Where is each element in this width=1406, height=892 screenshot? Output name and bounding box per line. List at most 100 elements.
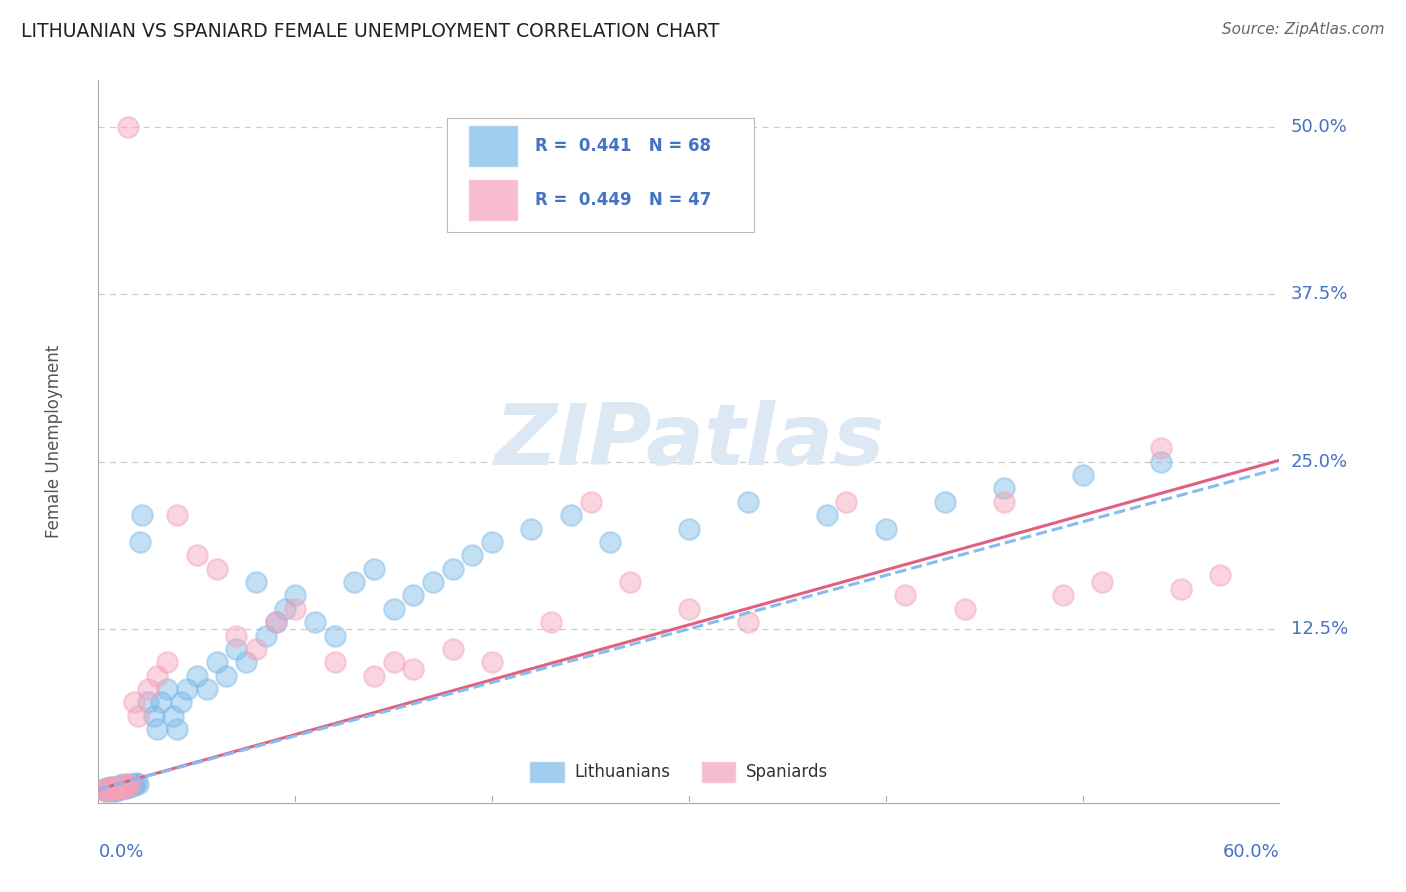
Point (1170, 582, 1192, 596)
Point (619, 575, 641, 590)
FancyBboxPatch shape (468, 125, 517, 167)
Point (105, 781, 128, 796)
Point (560, 508, 582, 523)
Point (402, 589, 425, 603)
Point (136, 681, 159, 696)
Point (96, 784, 118, 798)
Point (304, 615, 326, 630)
Text: Lithuanians: Lithuanians (575, 763, 671, 780)
Point (131, 508, 153, 523)
Point (274, 602, 297, 616)
Text: ZIPatlas: ZIPatlas (494, 400, 884, 483)
Point (122, 778, 145, 793)
Point (122, 696, 145, 710)
FancyBboxPatch shape (700, 761, 737, 782)
Point (737, 494, 759, 508)
Point (103, 782, 125, 797)
Point (678, 602, 700, 616)
Point (112, 778, 135, 793)
Point (205, 562, 228, 576)
Point (382, 655, 405, 669)
Point (115, 780, 138, 794)
Point (127, 708, 149, 723)
Point (108, 781, 131, 796)
Point (117, 120, 139, 135)
Point (934, 494, 956, 508)
Point (97, 781, 120, 796)
Point (264, 615, 287, 630)
Point (112, 780, 135, 794)
FancyBboxPatch shape (468, 179, 517, 221)
Point (146, 723, 169, 737)
Point (128, 535, 150, 549)
Point (205, 655, 228, 669)
Text: LITHUANIAN VS SPANIARD FEMALE UNEMPLOYMENT CORRELATION CHART: LITHUANIAN VS SPANIARD FEMALE UNEMPLOYME… (21, 22, 720, 41)
Point (176, 681, 198, 696)
Point (118, 778, 141, 793)
Point (127, 777, 149, 791)
Text: 25.0%: 25.0% (1291, 452, 1348, 471)
Text: 60.0%: 60.0% (1223, 843, 1279, 861)
Point (245, 642, 267, 657)
Point (1150, 455, 1173, 469)
Point (103, 780, 125, 794)
Point (186, 669, 208, 683)
Point (481, 655, 503, 669)
Point (195, 681, 218, 696)
Point (98, 780, 121, 794)
Point (235, 655, 257, 669)
Point (111, 782, 134, 797)
Text: 0.0%: 0.0% (98, 843, 143, 861)
Point (599, 535, 621, 549)
Point (875, 521, 897, 535)
Point (1209, 568, 1232, 582)
Point (170, 696, 193, 710)
Point (146, 669, 169, 683)
Point (481, 535, 503, 549)
Point (254, 628, 277, 642)
Point (93, 782, 115, 797)
Text: 37.5%: 37.5% (1291, 285, 1348, 303)
Point (112, 777, 135, 791)
Point (1150, 442, 1173, 455)
Point (107, 780, 129, 794)
Point (894, 589, 917, 603)
Point (166, 508, 188, 523)
Point (215, 669, 238, 683)
Point (101, 784, 124, 798)
Point (105, 784, 128, 798)
Point (156, 681, 179, 696)
Point (520, 521, 543, 535)
Point (107, 782, 129, 797)
Point (953, 602, 976, 616)
Point (1052, 589, 1074, 603)
FancyBboxPatch shape (447, 118, 754, 232)
Point (111, 781, 134, 796)
Point (1071, 467, 1094, 482)
Point (103, 782, 125, 797)
Text: 50.0%: 50.0% (1291, 118, 1347, 136)
Point (96, 784, 118, 798)
Point (363, 562, 385, 576)
Point (284, 602, 307, 616)
Point (323, 655, 346, 669)
Point (402, 662, 425, 676)
Point (97, 781, 120, 796)
Point (108, 778, 131, 793)
Point (343, 575, 366, 590)
Point (118, 780, 141, 794)
Text: Source: ZipAtlas.com: Source: ZipAtlas.com (1222, 22, 1385, 37)
Point (156, 655, 179, 669)
Point (678, 521, 700, 535)
Point (162, 708, 184, 723)
Point (993, 482, 1015, 496)
Point (441, 642, 464, 657)
Point (540, 615, 562, 630)
Point (121, 777, 143, 791)
Point (142, 708, 165, 723)
Text: R =  0.441   N = 68: R = 0.441 N = 68 (536, 137, 711, 155)
Point (441, 562, 464, 576)
Point (186, 548, 208, 563)
Point (225, 642, 247, 657)
Point (150, 696, 173, 710)
